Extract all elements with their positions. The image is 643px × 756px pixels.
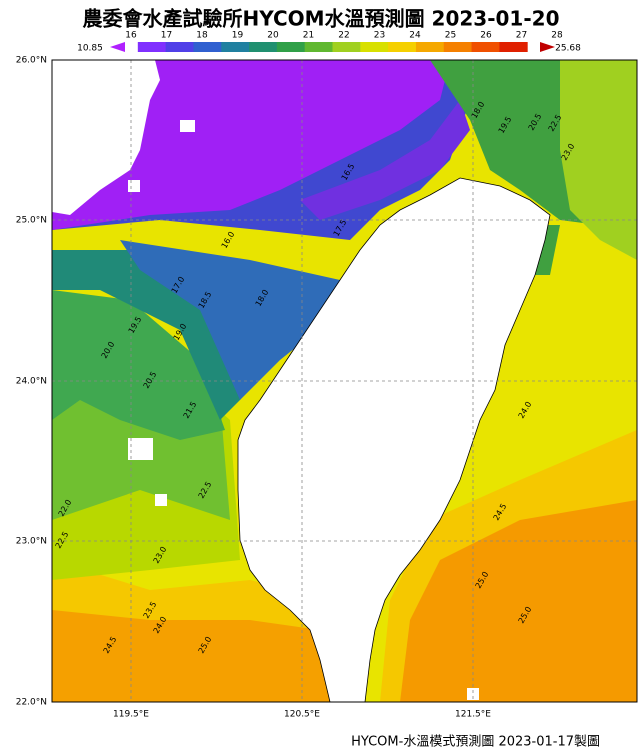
lat-label: 22.0°N — [16, 698, 47, 708]
colorbar-max: 25.68 — [555, 44, 581, 54]
colorbar-cell — [360, 42, 389, 52]
colorbar-tick: 22 — [338, 31, 349, 41]
colorbar-tick: 25 — [445, 31, 456, 41]
colorbar-cell — [221, 42, 250, 52]
colorbar-min: 10.85 — [77, 44, 103, 54]
colorbar-cell — [137, 42, 167, 52]
colorbar-cell — [304, 42, 333, 52]
lat-label: 25.0°N — [16, 216, 47, 226]
colorbar-cell — [332, 42, 361, 52]
colorbar-tick: 18 — [196, 31, 208, 41]
colorbar-cell — [165, 42, 194, 52]
colorbar-tick: 23 — [374, 31, 385, 41]
lat-label: 26.0°N — [16, 56, 47, 66]
colorbar-tick: 20 — [267, 31, 279, 41]
map-frame — [51, 59, 638, 703]
colorbar-cell — [249, 42, 278, 52]
lat-label: 24.0°N — [16, 377, 47, 387]
footer: HYCOM-水溫模式預測圖 2023-01-17製圖 — [351, 735, 600, 750]
lon-label: 121.5°E — [455, 710, 491, 720]
colorbar-tick: 19 — [232, 31, 244, 41]
sst-map — [52, 60, 637, 702]
colorbar-tick: 28 — [551, 31, 563, 41]
colorbar-end — [540, 42, 555, 52]
colorbar-tick: 16 — [125, 31, 137, 41]
colorbar-cell — [471, 42, 500, 52]
colorbar-cell — [443, 42, 473, 52]
colorbar-tick: 26 — [480, 31, 492, 41]
colorbar-cell — [193, 42, 222, 52]
lat-label: 23.0°N — [16, 537, 47, 547]
colorbar-tick: 24 — [409, 31, 421, 41]
colorbar-cell — [415, 42, 445, 52]
title: 農委會水產試驗所HYCOM水溫預測圖 2023-01-20 — [83, 7, 560, 31]
colorbar-end — [110, 42, 125, 52]
lon-label: 120.5°E — [284, 710, 320, 720]
colorbar-cell — [388, 42, 417, 52]
lon-label: 119.5°E — [113, 710, 149, 720]
colorbar-tick: 27 — [516, 31, 527, 41]
colorbar — [110, 42, 555, 52]
colorbar-tick: 17 — [161, 31, 172, 41]
colorbar-cell — [276, 42, 306, 52]
colorbar-tick: 21 — [303, 31, 314, 41]
colorbar-cell — [499, 42, 528, 52]
